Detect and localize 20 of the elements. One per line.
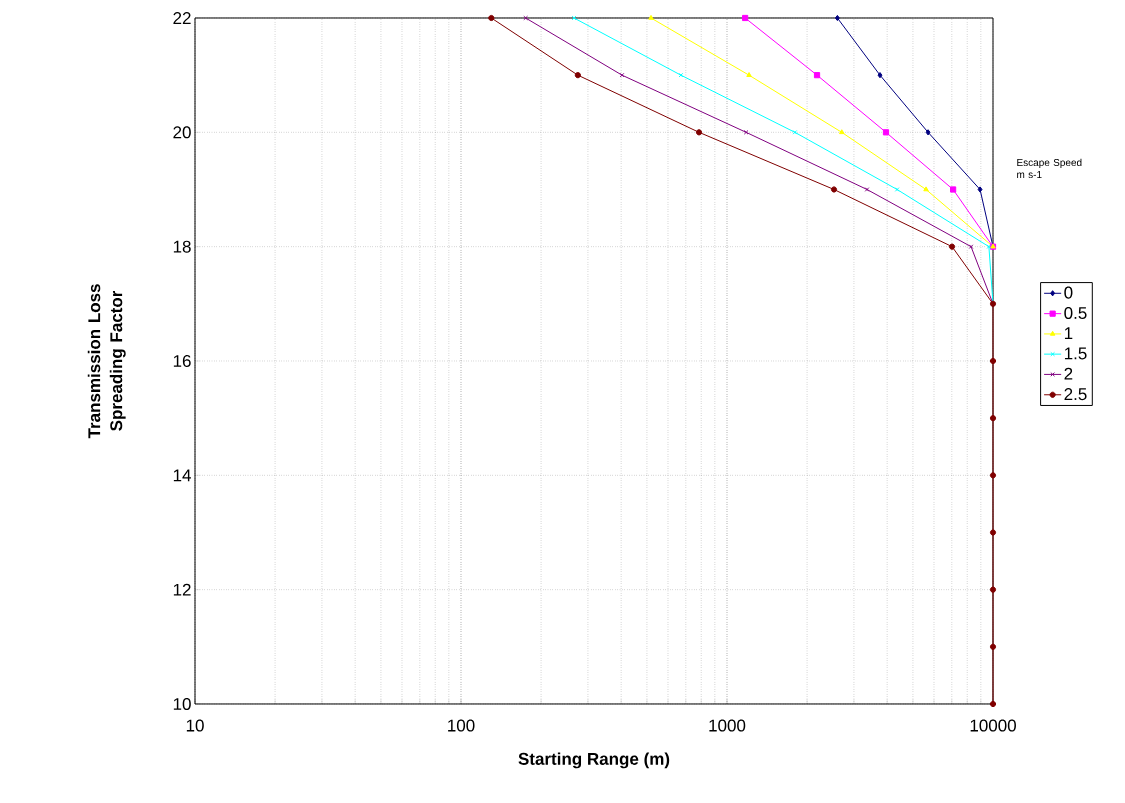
y-axis-title: Transmission Loss Spreading Factor [87, 284, 126, 439]
legend-title: Escape Speed m s-1 [1017, 158, 1082, 179]
y-tick-label: 14 [173, 469, 191, 482]
legend-label: 0.5 [1064, 306, 1087, 320]
y-tick-label: 20 [173, 126, 191, 139]
legend-label: 0 [1064, 286, 1073, 299]
legend-label: 1 [1064, 327, 1073, 340]
x-tick-label: 100 [448, 719, 475, 732]
legend-label: 2 [1064, 367, 1073, 380]
x-axis-title: Starting Range (m) [518, 752, 670, 769]
y-tick-label: 18 [173, 240, 191, 253]
y-tick-label: 12 [173, 583, 191, 596]
x-tick-label: 1000 [709, 719, 746, 732]
y-tick-label: 16 [173, 354, 191, 368]
y-tick-label: 10 [173, 697, 191, 711]
legend-label: 2.5 [1064, 388, 1087, 401]
y-tick-label: 22 [173, 12, 191, 24]
legend-label: 1.5 [1064, 347, 1087, 360]
x-tick-label: 10 [186, 719, 204, 732]
x-tick-label: 10000 [970, 719, 1016, 732]
